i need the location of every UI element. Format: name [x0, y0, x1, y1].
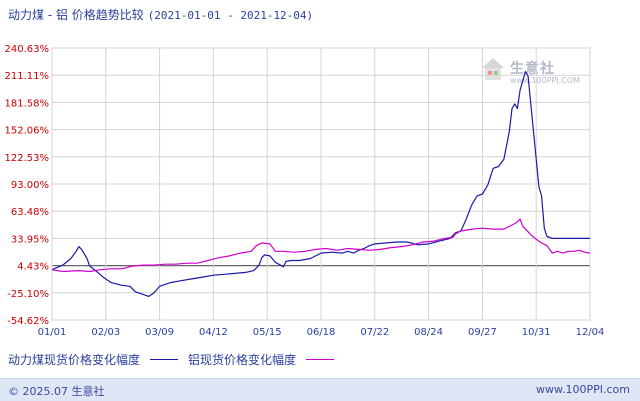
y-tick-label: 33.95% — [11, 234, 49, 245]
series-line-aluminum — [51, 218, 591, 273]
y-tick-label: -25.10% — [7, 289, 49, 300]
line-chart: 240.63% 211.11% 181.58% 152.06% 122.53% 93.00… — [5, 44, 605, 338]
axes: 240.63% 211.11% 181.58% 152.06% 122.53% 93.00… — [5, 44, 605, 338]
y-tick-label: -54.62% — [7, 316, 49, 327]
x-tick-label: 06/18 — [307, 327, 336, 338]
y-tick-label: 122.53% — [5, 153, 50, 164]
x-tick-label: 10/31 — [522, 327, 551, 338]
watermark-text: 生意社 — [510, 61, 555, 77]
x-tick-label: 08/24 — [414, 327, 443, 338]
y-tick-label: 240.63% — [5, 44, 50, 55]
house-logo-icon — [482, 58, 504, 80]
watermark-url: www.100PPI.COM — [510, 76, 581, 85]
series-lines — [51, 71, 591, 297]
footer-site-link[interactable]: www.100PPI.com — [536, 383, 630, 396]
footer-copyright: © 2025.07 生意社 — [8, 385, 105, 398]
legend-swatch-coal — [150, 358, 179, 360]
y-tick-label: 211.11% — [5, 71, 50, 82]
x-tick-label: 01/01 — [38, 327, 67, 338]
y-tick-label: 4.43% — [17, 262, 49, 273]
legend-label-aluminum: 铝现货价格变化幅度 — [188, 352, 297, 367]
chart-title-main: 动力煤 - 铝 价格趋势比较 — [8, 8, 144, 22]
footer: © 2025.07 生意社 www.100PPI.com — [0, 378, 640, 401]
chart-date-range: (2021-01-01 - 2021-12-04) — [147, 9, 314, 22]
series-line-coal — [51, 71, 590, 297]
legend-label-coal: 动力煤现货价格变化幅度 — [8, 352, 141, 367]
grid — [51, 47, 591, 321]
y-tick-label: 181.58% — [5, 98, 50, 109]
x-tick-label: 02/03 — [91, 327, 120, 338]
y-tick-label: 152.06% — [5, 126, 50, 137]
x-tick-label: 07/22 — [360, 327, 389, 338]
y-tick-label: 63.48% — [11, 207, 49, 218]
chart-title: 动力煤 - 铝 价格趋势比较 (2021-01-01 - 2021-12-04) — [8, 6, 313, 26]
x-tick-label: 09/27 — [468, 327, 497, 338]
x-tick-label: 12/04 — [576, 327, 605, 338]
legend: 动力煤现货价格变化幅度 铝现货价格变化幅度 — [8, 350, 344, 368]
x-tick-label: 03/09 — [145, 327, 174, 338]
legend-swatch-aluminum — [306, 358, 335, 360]
x-tick-label: 04/12 — [199, 327, 228, 338]
x-tick-label: 05/15 — [253, 327, 282, 338]
watermark: 生意社 www.100PPI.COM — [480, 56, 580, 92]
y-tick-label: 93.00% — [11, 180, 49, 191]
